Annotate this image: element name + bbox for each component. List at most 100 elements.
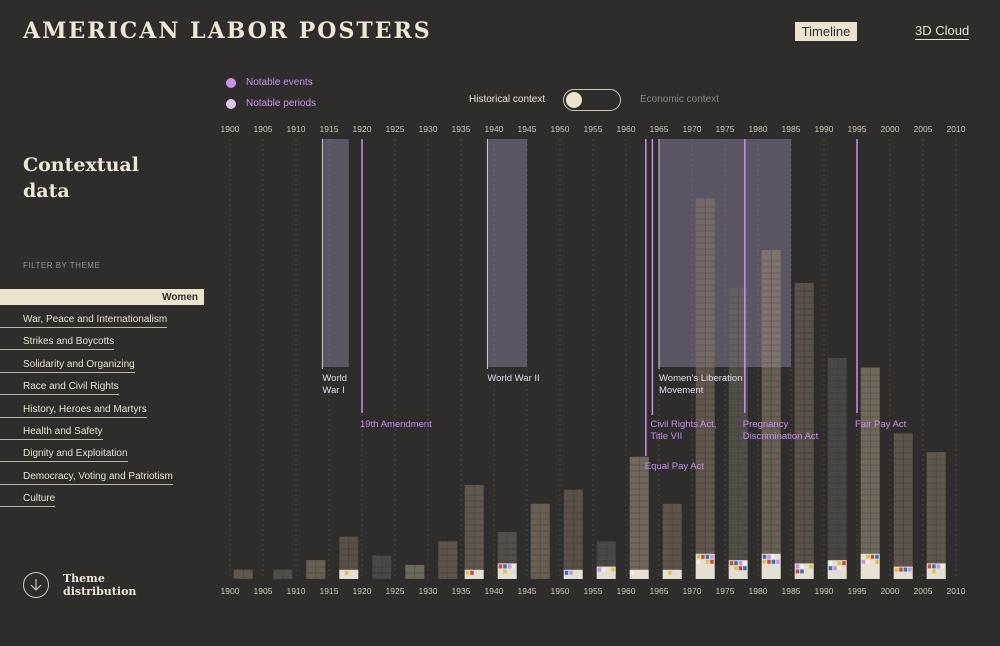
theme-item[interactable]: Dignity and Exploitation [0,448,128,462]
x-tick-label-top: 1910 [287,124,306,134]
theme-item[interactable]: War, Peace and Internationalism [0,314,168,328]
period-label: Women's Liberation [659,373,743,384]
x-tick-label-bottom: 1950 [551,586,570,596]
theme-item[interactable]: Democracy, Voting and Patriotism [0,471,173,485]
women-poster-highlight[interactable] [860,553,880,579]
poster-thumbnail [701,554,705,559]
sidebar-title: Contextual data [23,152,183,204]
event-label: Pregnancy [743,419,789,430]
poster-thumbnail [776,559,780,564]
women-poster-highlight[interactable] [926,563,946,579]
women-poster-highlight[interactable] [695,553,715,579]
x-tick-label-top: 1975 [716,124,735,134]
women-poster-highlight[interactable] [662,569,682,579]
x-tick-label-bottom: 1900 [221,586,240,596]
poster-thumbnail [507,564,512,569]
x-tick-label-top: 1930 [419,124,438,134]
poster-thumbnail [809,564,813,569]
poster-thumbnail [932,569,936,574]
economic-context-label[interactable]: Economic context [640,94,719,105]
legend-dot-events [226,77,236,88]
x-tick-label-bottom: 2005 [914,586,933,596]
women-poster-highlight[interactable] [339,569,359,579]
poster-thumbnail [771,559,776,564]
nav-3d-cloud[interactable]: 3D Cloud [915,23,970,40]
x-tick-label-bottom: 1995 [848,586,867,596]
scroll-down-button[interactable] [23,572,49,598]
theme-item[interactable]: Strikes and Boycotts [0,336,115,350]
poster-thumbnail [870,559,875,564]
x-tick-label-top: 1905 [254,124,273,134]
women-poster-highlight[interactable] [893,566,913,579]
women-poster-highlight[interactable] [596,566,616,579]
poster-thumbnail [696,554,701,559]
women-poster-highlight[interactable] [464,569,484,579]
notable-period-band[interactable] [322,139,349,367]
poster-thumbnail [743,566,747,571]
x-tick-label-top: 1950 [551,124,570,134]
women-poster-highlight[interactable] [497,563,517,579]
x-tick-label-bottom: 1925 [386,586,405,596]
poster-thumbnail [899,567,903,572]
x-tick-label-top: 2005 [914,124,933,134]
women-poster-highlight[interactable] [794,563,814,579]
event-label: 19th Amendment [360,419,432,430]
x-tick-label-bottom: 2000 [881,586,900,596]
theme-distribution-link[interactable]: Theme distribution [63,572,136,598]
period-label: World War II [487,373,539,384]
x-tick-label-bottom: 1935 [452,586,471,596]
poster-thumbnail [795,564,800,569]
poster-thumbnail [630,570,635,575]
poster-thumbnail [861,554,866,559]
poster-thumbnail [828,566,833,571]
legend-events-label: Notable events [246,77,313,88]
women-poster-highlight[interactable] [827,560,847,579]
theme-item-women[interactable]: Women [0,289,204,305]
x-tick-label-top: 1965 [650,124,669,134]
poster-thumbnail [564,570,569,575]
x-tick-label-top: 1935 [452,124,471,134]
poster-thumbnail [861,559,866,564]
x-tick-label-bottom: 1960 [617,586,636,596]
context-toggle[interactable] [563,89,621,111]
event-label: Discrimination Act [743,431,819,442]
historical-context-label[interactable]: Historical context [469,94,546,105]
event-label: Title VII [650,431,682,442]
women-poster-highlight[interactable] [629,569,649,579]
nav-timeline[interactable]: Timeline [795,22,857,41]
poster-thumbnail [941,564,945,569]
legend-notable-events: Notable events [226,77,313,88]
toggle-knob[interactable] [566,92,582,108]
legend-notable-periods: Notable periods [226,98,316,109]
period-label: War I [322,385,344,396]
women-poster-highlight[interactable] [761,553,781,579]
theme-item[interactable]: History, Heroes and Martyrs [0,404,147,418]
theme-item[interactable]: Race and Civil Rights [0,381,119,395]
theme-item[interactable]: Solidarity and Organizing [0,359,135,373]
poster-thumbnail [597,567,602,572]
poster-thumbnail [837,566,842,571]
theme-item[interactable]: Health and Safety [0,426,103,440]
x-tick-label-bottom: 1965 [650,586,669,596]
x-tick-label-bottom: 1970 [683,586,702,596]
women-poster-highlight[interactable] [563,569,583,579]
poster-thumbnail [908,567,912,572]
period-label: Movement [659,385,704,396]
poster-thumbnail [498,569,503,574]
poster-thumbnail [800,569,804,574]
poster-thumbnail [767,554,771,559]
poster-thumbnail [743,561,747,566]
theme-distribution-line2: distribution [63,585,137,598]
poster-thumbnail [696,559,701,564]
theme-item[interactable]: Culture [0,493,56,507]
notable-period-band[interactable] [487,139,527,367]
poster-thumbnail [833,566,837,571]
x-tick-label-bottom: 1985 [782,586,801,596]
x-tick-label-top: 1945 [518,124,537,134]
poster-thumbnail [866,554,870,559]
poster-thumbnail [927,569,932,574]
event-label: Equal Pay Act [645,461,705,472]
women-poster-highlight[interactable] [728,560,748,579]
x-tick-label-top: 1920 [353,124,372,134]
